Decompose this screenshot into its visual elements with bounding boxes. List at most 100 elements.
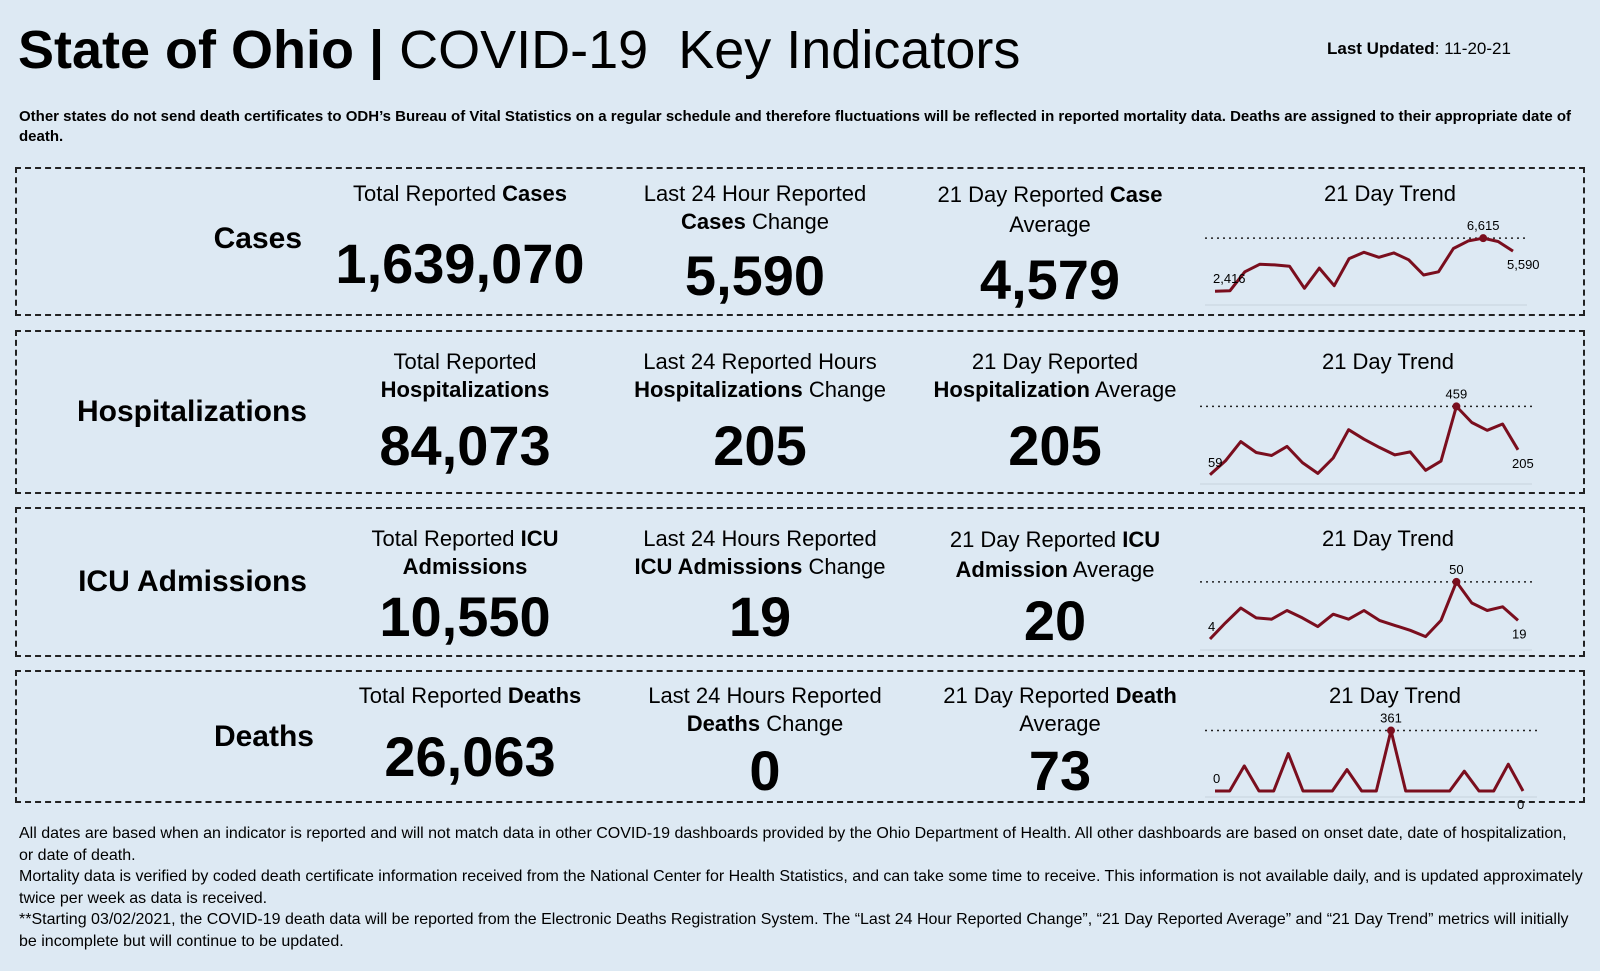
cases-avg-title: 21 Day Reported Case Average [915,180,1185,240]
hospitalizations-panel [15,330,1585,494]
hospitalizations-peak-marker [1452,402,1461,411]
deaths-total-title-text: Total Reported [358,683,508,708]
cases-total-title-text: Total Reported [352,181,503,206]
deaths-panel [15,670,1585,803]
hospitalizations-max-value-label: 459 [1446,386,1468,401]
icu-max-value-label: 50 [1449,562,1463,577]
icu-trend-title: 21 Day Trend [1321,526,1455,551]
icu-total-title-text: Total Reported [371,526,521,551]
hospitalizations-avg-title-line1: 21 Day Reported [971,349,1139,374]
last-updated-label: Last Updated [1327,39,1435,58]
deaths-total-value: 26,063 [384,725,556,788]
last-updated: Last Updated: 11-20-21 [1327,39,1511,59]
hospitalizations-avg-title-bold: Hospitalization [933,377,1090,402]
deaths-first-value-label: 0 [1213,771,1220,786]
deaths-avg-value: 73 [1028,739,1092,802]
footer-notes: All dates are based when an indicator is… [19,823,1584,952]
deaths-peak-marker [1387,726,1395,735]
icu-panel [15,507,1585,657]
hospitalizations-avg-title: 21 Day Reported Hospitalization Average [905,348,1205,404]
cases-trend-line [1214,236,1514,293]
cases-max-value-label: 6,615 [1467,218,1500,233]
hospitalizations-trend-chart: 59 459 205 [1200,386,1534,485]
cases-trend-chart: 2,416 6,615 5,590 [1205,218,1540,306]
cases-total-title-bold: Cases [502,181,568,206]
icu-avg-title-bold: ICU [1122,527,1161,552]
hospitalizations-avg-value: 205 [1008,414,1102,477]
cases-change-title-bold: Cases [680,209,746,234]
hospitalizations-change-title: Last 24 Reported Hours Hospitalizations … [615,348,905,404]
icu-row-label: ICU Admissions [78,565,307,598]
footer-note-dates: All dates are based when an indicator is… [19,825,1567,864]
icu-avg-title-post: Average [1068,557,1155,582]
deaths-avg-title: 21 Day Reported Death Average [910,682,1210,738]
deaths-row-label: Deaths [213,720,314,753]
title-indicators: COVID-19 Key Indicators [399,20,1021,80]
deaths-trend-line [1215,729,1525,793]
hospitalizations-total-title-bold: Hospitalizations [380,377,550,402]
icu-change-title-line1: Last 24 Hours Reported [643,526,877,551]
deaths-avg-title-bold: Death [1115,683,1177,708]
hospitalizations-change-title-line1: Last 24 Reported Hours [643,349,877,374]
hospitalizations-avg-title-post: Average [1090,377,1177,402]
icu-change-title: Last 24 Hours Reported ICU Admissions Ch… [615,525,905,581]
icu-last-value-label: 19 [1512,626,1526,641]
hospitalizations-trend-title: 21 Day Trend [1321,349,1455,374]
deaths-change-value: 0 [749,739,781,802]
cases-avg-title-line2: Average [1009,212,1091,237]
page-title: State of Ohio | COVID-19 Key Indicators [18,20,1020,80]
deaths-total-title-bold: Deaths [507,683,582,708]
hospitalizations-change-title-post: Change [802,377,886,402]
death-certificate-note: Other states do not send death certifica… [19,108,1572,145]
cases-row-label: Cases [213,222,302,255]
icu-avg-title: 21 Day Reported ICU Admission Average [905,525,1205,585]
hospitalizations-total-title-line1: Total Reported [393,349,537,374]
cases-change-title-line1: Last 24 Hour Reported [643,181,867,206]
hospitalizations-change-title-bold: Hospitalizations [634,377,803,402]
icu-peak-marker [1452,577,1461,586]
cases-avg-title-bold: Case [1109,182,1163,207]
last-updated-value: : 11-20-21 [1434,39,1511,58]
hospitalizations-change-value: 205 [713,414,807,477]
icu-change-title-bold: ICU Admissions [634,554,803,579]
hospitalizations-trend-line [1208,404,1520,476]
hospitalizations-row-label: Hospitalizations [76,395,307,428]
cases-change-title-post: Change [745,209,830,234]
icu-first-value-label: 4 [1208,619,1215,634]
icu-total-value: 10,550 [379,585,551,648]
deaths-change-title-post: Change [760,711,844,736]
title-separator: | [369,20,385,80]
cases-first-value-label: 2,416 [1213,271,1246,286]
footer-note-mortality: Mortality data is verified by coded deat… [19,868,1583,907]
icu-trend-chart: 4 50 19 [1200,562,1532,651]
hospitalizations-last-value-label: 205 [1512,456,1534,471]
icu-change-value: 19 [728,585,792,648]
deaths-change-title-line1: Last 24 Hours Reported [648,683,882,708]
cases-avg-title-text: 21 Day Reported [937,182,1110,207]
icu-trend-line [1208,580,1519,641]
deaths-trend-chart: 0 361 0 [1205,711,1537,812]
cases-change-value: 5,590 [684,244,826,307]
deaths-trend-title: 21 Day Trend [1328,683,1462,708]
icu-avg-title-bold2: Admission [955,557,1068,582]
icu-avg-title-text: 21 Day Reported [949,527,1123,552]
icu-change-title-post: Change [802,554,886,579]
deaths-avg-title-text: 21 Day Reported [943,683,1116,708]
cases-trend-title: 21 Day Trend [1323,181,1457,206]
deaths-max-value-label: 361 [1380,711,1402,726]
cases-panel [15,167,1585,316]
hospitalizations-total-value: 84,073 [379,414,551,477]
hospitalizations-first-value-label: 59 [1208,455,1222,470]
deaths-total-title: Total Reported Deaths [320,682,620,710]
cases-peak-marker [1479,234,1488,243]
icu-total-title: Total Reported ICU Admissions [320,525,610,581]
title-state: State of Ohio [18,20,354,80]
cases-avg-value: 4,579 [979,248,1121,311]
icu-total-title-bold: ICU [520,526,559,551]
deaths-change-title: Last 24 Hours Reported Deaths Change [620,682,910,738]
deaths-change-title-bold: Deaths [686,711,761,736]
cases-total-value: 1,639,070 [335,232,585,295]
icu-avg-value: 20 [1023,589,1087,652]
hospitalizations-total-title: Total Reported Hospitalizations [320,348,610,404]
deaths-last-value-label: 0 [1517,797,1524,812]
